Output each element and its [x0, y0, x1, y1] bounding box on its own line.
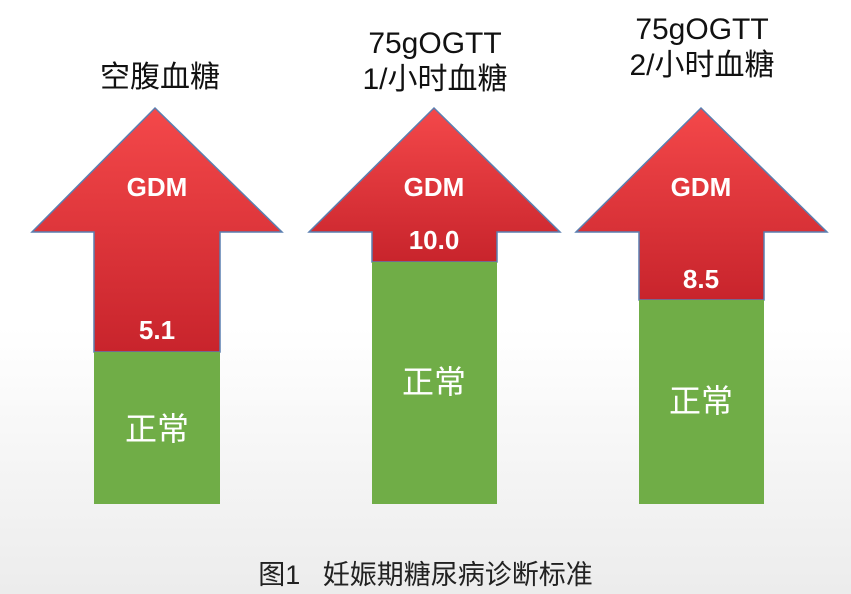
normal-label: 正常 [669, 383, 733, 419]
header-line: 空腹血糖 [100, 61, 220, 94]
normal-bar [94, 352, 220, 504]
arrow-ogtt-1h: GDM 10.0 正常 [307, 106, 562, 504]
gdm-label: GDM [127, 172, 188, 202]
header-1h: 75gOGTT 1/小时血糖 [305, 26, 565, 98]
header-line: 75gOGTT [635, 13, 769, 46]
normal-label: 正常 [402, 364, 466, 400]
normal-bar [372, 262, 497, 504]
normal-label: 正常 [125, 411, 189, 447]
header-2h: 75gOGTT 2/小时血糖 [572, 12, 832, 84]
header-line: 1/小时血糖 [362, 63, 508, 96]
threshold-value: 5.1 [139, 315, 175, 345]
normal-bar [639, 300, 764, 504]
figure-caption: 图1 妊娠期糖尿病诊断标准 [258, 560, 593, 590]
threshold-value: 10.0 [409, 225, 460, 255]
gdm-label: GDM [404, 172, 465, 202]
arrow-ogtt-2h: GDM 8.5 正常 [574, 106, 829, 504]
threshold-value: 8.5 [683, 264, 719, 294]
header-fasting: 空腹血糖 [30, 60, 290, 96]
header-line: 2/小时血糖 [629, 49, 775, 82]
gdm-label: GDM [671, 172, 732, 202]
arrow-fasting: GDM 5.1 正常 [30, 106, 284, 504]
header-line: 75gOGTT [368, 27, 502, 60]
